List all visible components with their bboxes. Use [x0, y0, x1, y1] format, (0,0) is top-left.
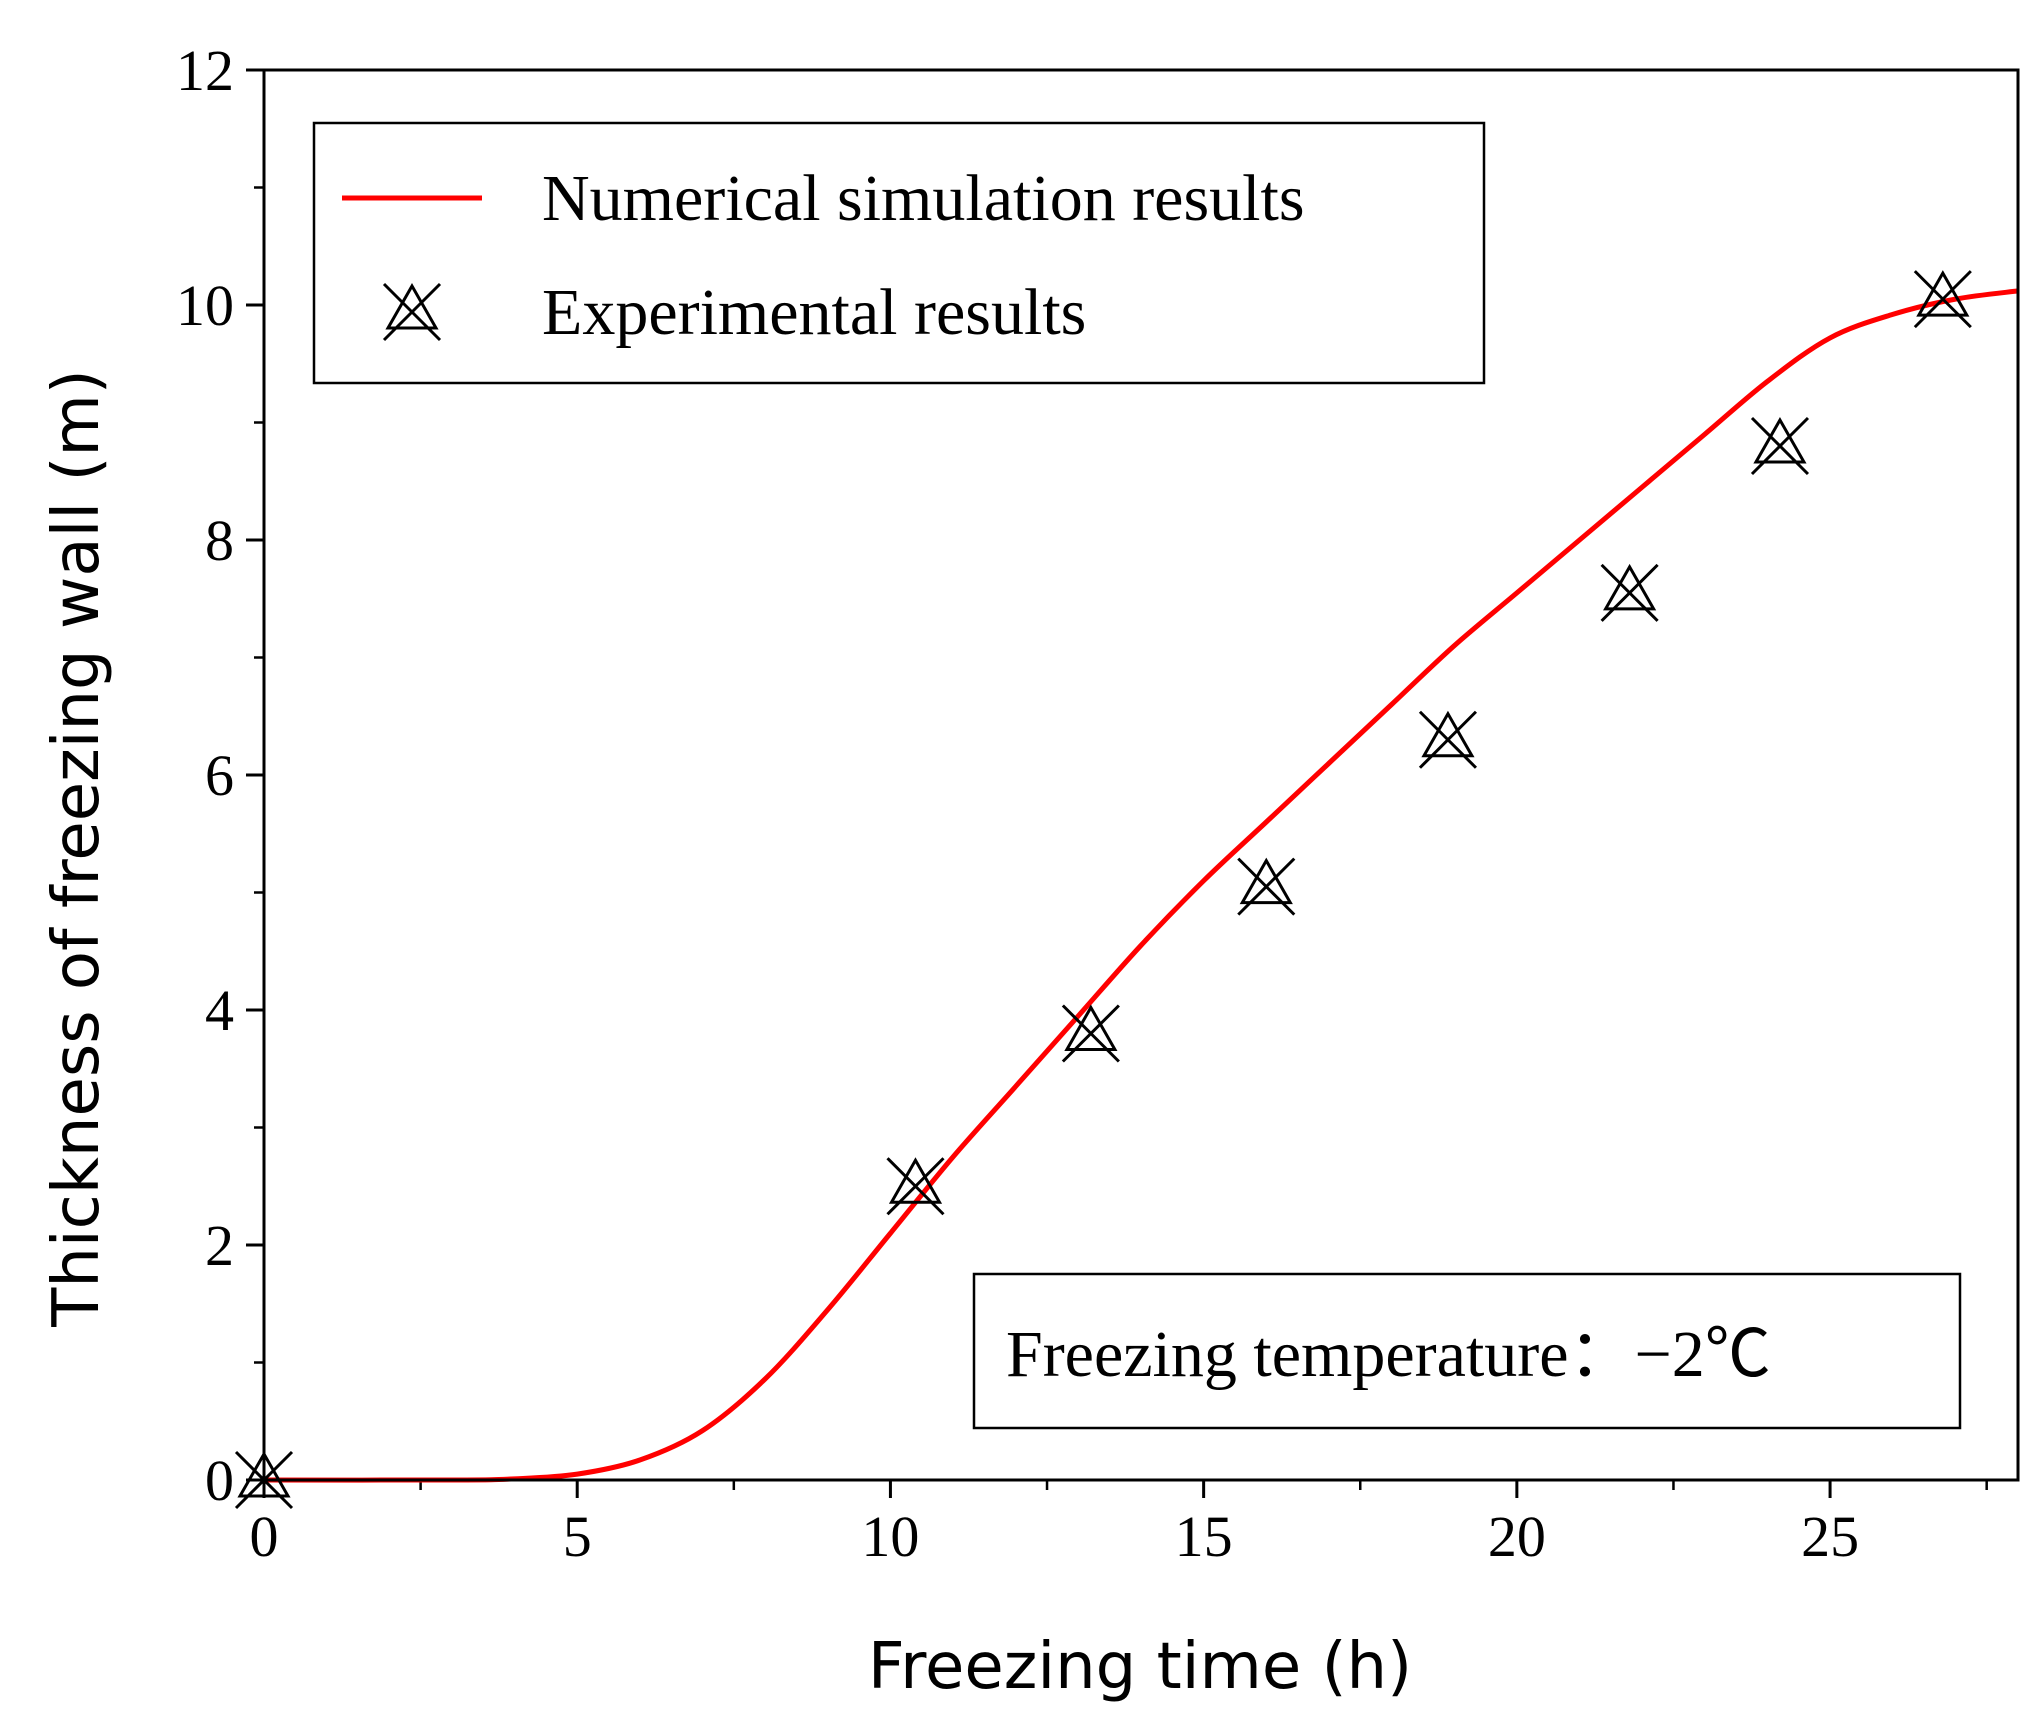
annotation: Freezing temperature：−2℃ — [972, 1272, 1962, 1430]
marker-cross-b — [1061, 1004, 1120, 1063]
marker-cross-b — [1418, 710, 1478, 769]
experimental-point — [886, 1157, 945, 1216]
experimental-point — [1913, 270, 1972, 329]
experimental-point — [1750, 416, 1810, 476]
legend-experimental-label: Experimental results — [542, 276, 1086, 349]
marker-triangle — [1239, 857, 1293, 905]
marker-triangle — [1064, 1004, 1118, 1051]
x-tick-label: 10 — [861, 1504, 919, 1569]
x-axis-title: Freezing time (h) — [868, 1630, 1412, 1704]
marker-cross-b — [1600, 563, 1659, 622]
experimental-point — [1061, 1004, 1120, 1063]
y-tick-label: 8 — [205, 508, 234, 573]
x-tick-label: 20 — [1488, 1504, 1546, 1569]
plot-frame — [262, 68, 2020, 1482]
experimental-point — [1237, 857, 1296, 916]
marker-triangle — [1916, 270, 1970, 317]
x-tick-label: 25 — [1801, 1504, 1859, 1569]
experimental-series — [234, 270, 1972, 1510]
marker-cross-b — [1913, 270, 1972, 329]
simulation-series — [263, 288, 2019, 1483]
y-tick-label: 10 — [176, 273, 234, 338]
y-tick-label: 0 — [205, 1448, 234, 1513]
marker-triangle — [1603, 563, 1657, 611]
legend-simulation-label: Numerical simulation results — [542, 162, 1305, 235]
experimental-point — [1418, 710, 1478, 769]
x-tick-label: 15 — [1175, 1504, 1233, 1569]
marker-cross-b — [1750, 416, 1810, 476]
y-tick-label: 4 — [205, 978, 234, 1043]
simulation-line — [263, 288, 2019, 1483]
y-axis-title: Thickness of freezing wall (m) — [40, 369, 114, 1328]
axis-ticks: 0 5 10 15 20 25 0 2 4 6 8 10 12 — [176, 38, 1988, 1569]
annotation-text: Freezing temperature：−2℃ — [1006, 1318, 1771, 1391]
y-tick-label: 2 — [205, 1213, 234, 1278]
x-tick-label: 5 — [563, 1504, 592, 1569]
annotation-box — [972, 1272, 1962, 1430]
marker-triangle — [237, 1450, 291, 1498]
legend-box — [312, 121, 1486, 385]
x-tick-label: 0 — [250, 1504, 279, 1569]
y-tick-label: 6 — [205, 743, 234, 808]
marker-cross-b — [382, 282, 442, 342]
marker-triangle — [888, 1157, 943, 1204]
marker-triangle — [1421, 710, 1475, 758]
y-tick-label: 12 — [176, 38, 234, 103]
legend-marker-glyph — [382, 282, 442, 342]
marker-triangle — [1753, 416, 1807, 464]
legend-experimental-swatch — [382, 282, 442, 342]
experimental-point — [1600, 563, 1659, 622]
marker-cross-b — [886, 1157, 945, 1216]
marker-cross-b — [1237, 857, 1296, 916]
legend: Numerical simulation results Experimenta… — [312, 121, 1486, 385]
marker-triangle — [385, 282, 439, 330]
